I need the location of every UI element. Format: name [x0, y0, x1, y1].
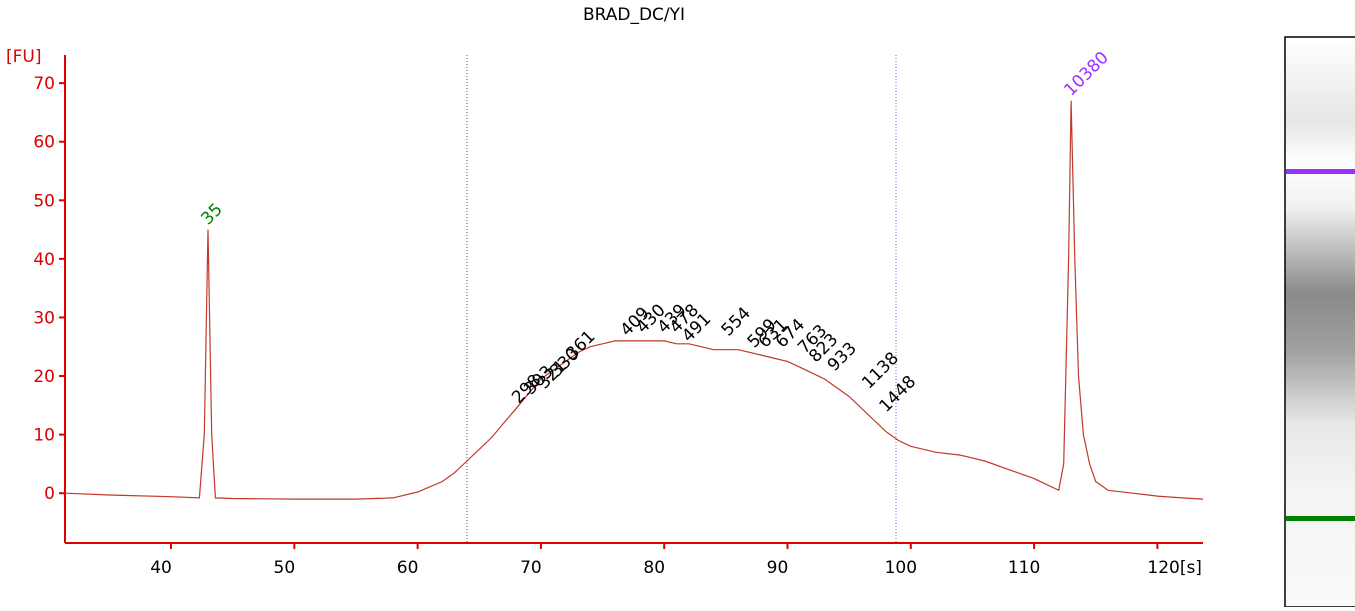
x-tick-label: 60	[397, 558, 419, 578]
y-tick-label: 0	[44, 484, 55, 504]
x-tick-label: 120[s]	[1147, 558, 1202, 578]
x-tick-label: 110	[1008, 558, 1040, 578]
x-tick-label: 100	[885, 558, 917, 578]
gel-lane	[1284, 36, 1355, 608]
x-tick-label: 70	[520, 558, 542, 578]
x-tick-label: 90	[767, 558, 789, 578]
y-tick-label: 50	[33, 191, 55, 211]
peak-label: 35	[197, 200, 226, 229]
y-tick-label: 10	[33, 426, 55, 446]
y-tick-label: 40	[33, 250, 55, 270]
chart-title: BRAD_DC/YI	[583, 5, 685, 25]
y-tick-label: 60	[33, 133, 55, 153]
y-tick-label: 20	[33, 367, 55, 387]
trace	[64, 100, 1204, 500]
y-tick-label: 30	[33, 308, 55, 328]
x-tick-label: 40	[150, 558, 172, 578]
y-tick-label: 70	[33, 74, 55, 94]
x-tick-label: 80	[643, 558, 665, 578]
x-tick-label: 50	[274, 558, 296, 578]
y-axis-label: [FU]	[6, 47, 42, 67]
peak-label: 10380	[1060, 48, 1112, 100]
